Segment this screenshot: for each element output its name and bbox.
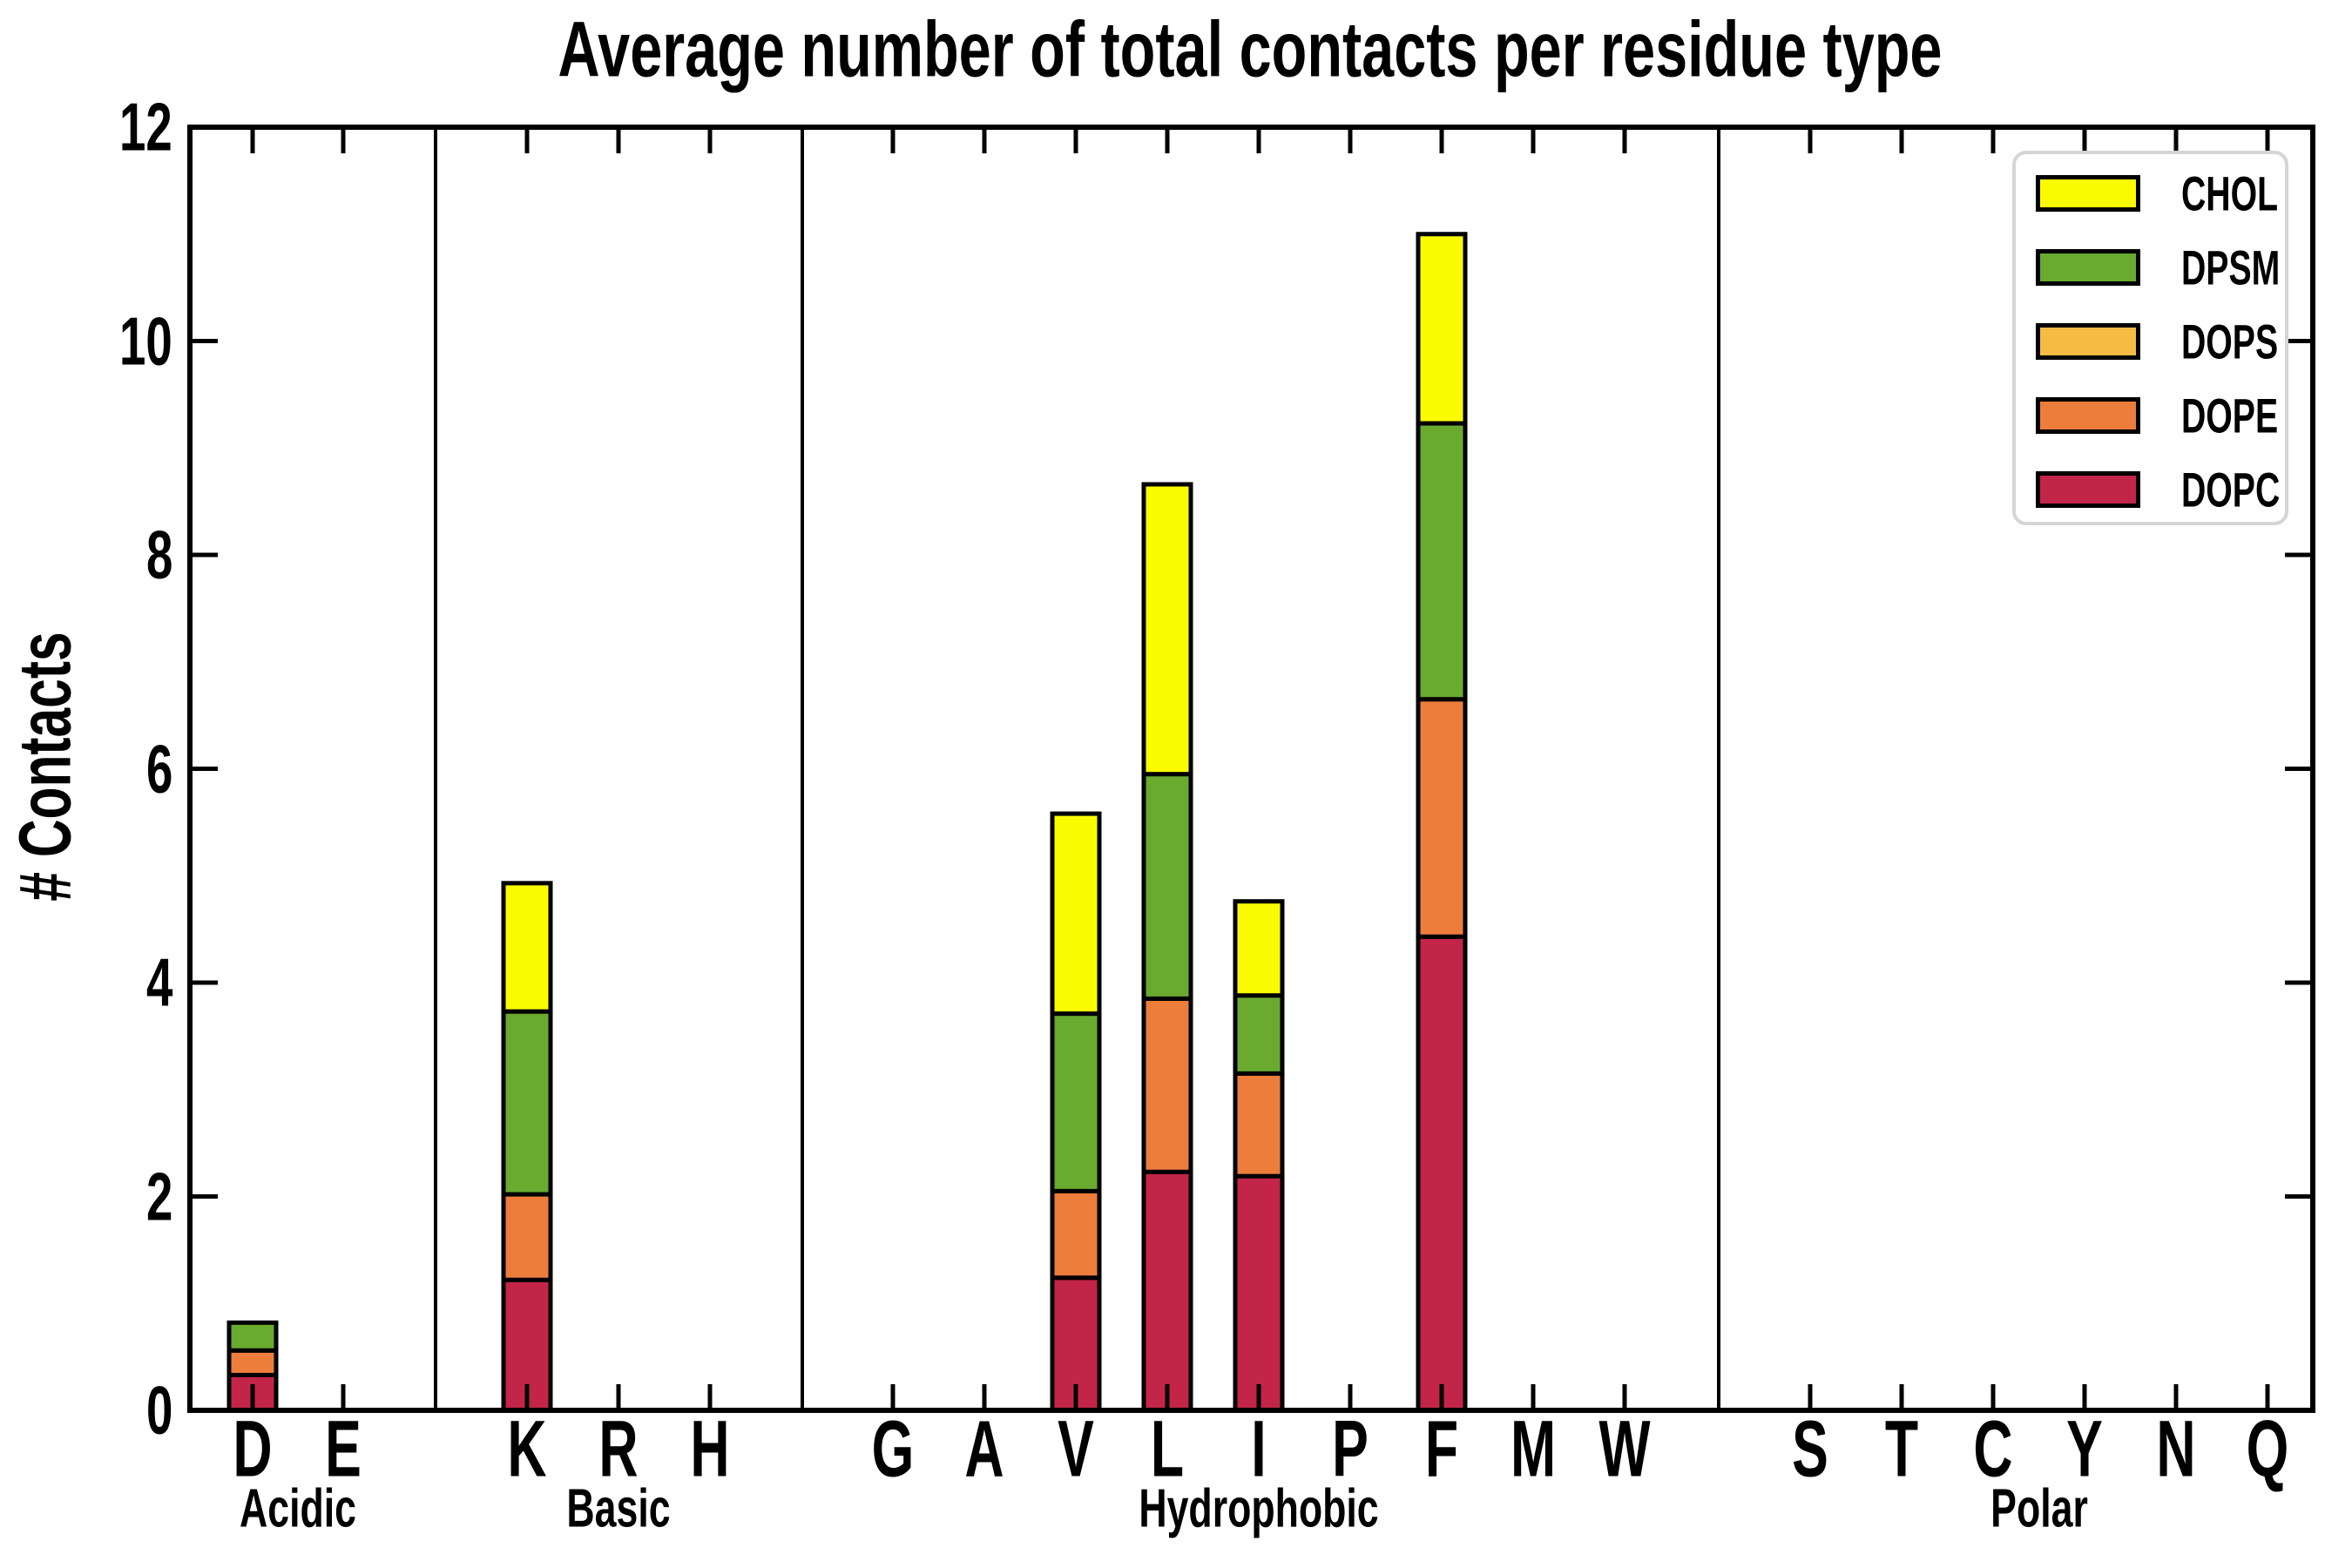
y-tick-label: 2 xyxy=(0,1157,172,1236)
group-label-basic: Basic xyxy=(566,1478,671,1539)
y-tick-label: 6 xyxy=(0,729,172,808)
bar-segment-DOPC-F xyxy=(1416,934,1468,1413)
y-tick-value: 12 xyxy=(119,88,172,166)
legend-row-DOPE: DOPE xyxy=(2016,378,2285,452)
x-tick-label-P: P xyxy=(1332,1404,1369,1494)
bar-segment-DOPE-L xyxy=(1141,996,1193,1174)
x-tick-label-D: D xyxy=(233,1404,273,1494)
y-tick-value: 4 xyxy=(145,943,172,1021)
bar-segment-DPSM-V xyxy=(1050,1011,1102,1193)
chart-title: Average number of total contacts per res… xyxy=(558,6,1943,94)
x-tick-label-M: M xyxy=(1510,1404,1557,1494)
bar-segment-CHOL-F xyxy=(1416,232,1468,426)
x-tick-label-L: L xyxy=(1150,1404,1185,1494)
legend-swatch-DPSM xyxy=(2036,248,2140,286)
x-tick-label-C: C xyxy=(1973,1404,2013,1494)
y-tick-label: 10 xyxy=(0,301,172,381)
x-tick-label-F: F xyxy=(1424,1404,1459,1494)
legend-swatch-DOPC xyxy=(2036,470,2140,508)
group-label-polar: Polar xyxy=(1990,1478,2088,1539)
bar-segment-DPSM-D xyxy=(226,1320,279,1353)
bar-segment-CHOL-K xyxy=(501,881,553,1014)
y-tick-value: 0 xyxy=(145,1371,172,1449)
x-tick-label-N: N xyxy=(2156,1404,2196,1494)
bar-segment-DPSM-L xyxy=(1141,772,1193,1001)
bar-segment-DPSM-F xyxy=(1416,421,1468,702)
legend-swatch-DOPS xyxy=(2036,322,2140,360)
x-tick-label-G: G xyxy=(871,1404,915,1494)
bar-segment-DOPE-V xyxy=(1050,1188,1102,1281)
legend-swatch-CHOL xyxy=(2036,174,2140,212)
x-tick-label-Y: Y xyxy=(2066,1404,2103,1494)
x-tick-label-K: K xyxy=(507,1404,547,1494)
bar-segment-DOPE-K xyxy=(501,1192,553,1282)
x-tick-label-I: I xyxy=(1251,1404,1267,1494)
y-tick-value: 6 xyxy=(145,730,172,807)
y-tick-label: 12 xyxy=(0,88,172,167)
x-tick-label-Q: Q xyxy=(2246,1404,2289,1494)
x-tick-label-R: R xyxy=(598,1404,639,1494)
x-tick-label-A: A xyxy=(964,1404,1004,1494)
bar-segment-DOPC-L xyxy=(1141,1169,1193,1413)
bar-segment-CHOL-L xyxy=(1141,482,1193,777)
x-tick-label-H: H xyxy=(690,1404,730,1494)
legend-swatch-DOPE xyxy=(2036,396,2140,434)
x-tick-label-T: T xyxy=(1884,1404,1919,1494)
x-tick-label-W: W xyxy=(1598,1404,1651,1494)
bar-segment-DOPE-F xyxy=(1416,697,1468,939)
bar-segment-CHOL-I xyxy=(1233,899,1285,998)
legend: CHOL DPSM DOPS DOPE DOPC xyxy=(2012,151,2288,525)
y-tick-value: 8 xyxy=(145,516,172,593)
bar-segment-DOPE-I xyxy=(1233,1071,1285,1179)
legend-row-DOPS: DOPS xyxy=(2016,304,2285,378)
x-tick-label-E: E xyxy=(325,1404,362,1494)
legend-label-DOPS: DOPS xyxy=(2181,314,2279,368)
bar-segment-DOPC-I xyxy=(1233,1173,1285,1413)
legend-row-CHOL: CHOL xyxy=(2016,156,2285,230)
x-tick-label-V: V xyxy=(1058,1404,1094,1494)
y-tick-label: 4 xyxy=(0,943,172,1023)
bar-segment-DPSM-I xyxy=(1233,993,1285,1076)
y-tick-label: 8 xyxy=(0,516,172,595)
legend-label-DOPE: DOPE xyxy=(2181,388,2279,443)
x-tick-label-S: S xyxy=(1792,1404,1828,1494)
y-tick-value: 2 xyxy=(145,1158,172,1234)
y-tick-label: 0 xyxy=(0,1371,172,1450)
legend-row-DPSM: DPSM xyxy=(2016,230,2285,304)
bar-segment-DPSM-K xyxy=(501,1009,553,1197)
y-tick-value: 10 xyxy=(119,302,172,379)
bar-segment-CHOL-V xyxy=(1050,811,1102,1017)
legend-label-DOPC: DOPC xyxy=(2181,462,2281,517)
bar-segment-DOPE-D xyxy=(226,1348,279,1377)
group-label-hydrophobic: Hydrophobic xyxy=(1139,1478,1379,1539)
legend-label-CHOL: CHOL xyxy=(2181,166,2279,220)
legend-label-DPSM: DPSM xyxy=(2181,240,2281,294)
group-label-acidic: Acidic xyxy=(240,1478,356,1539)
legend-row-DOPC: DOPC xyxy=(2016,452,2285,526)
